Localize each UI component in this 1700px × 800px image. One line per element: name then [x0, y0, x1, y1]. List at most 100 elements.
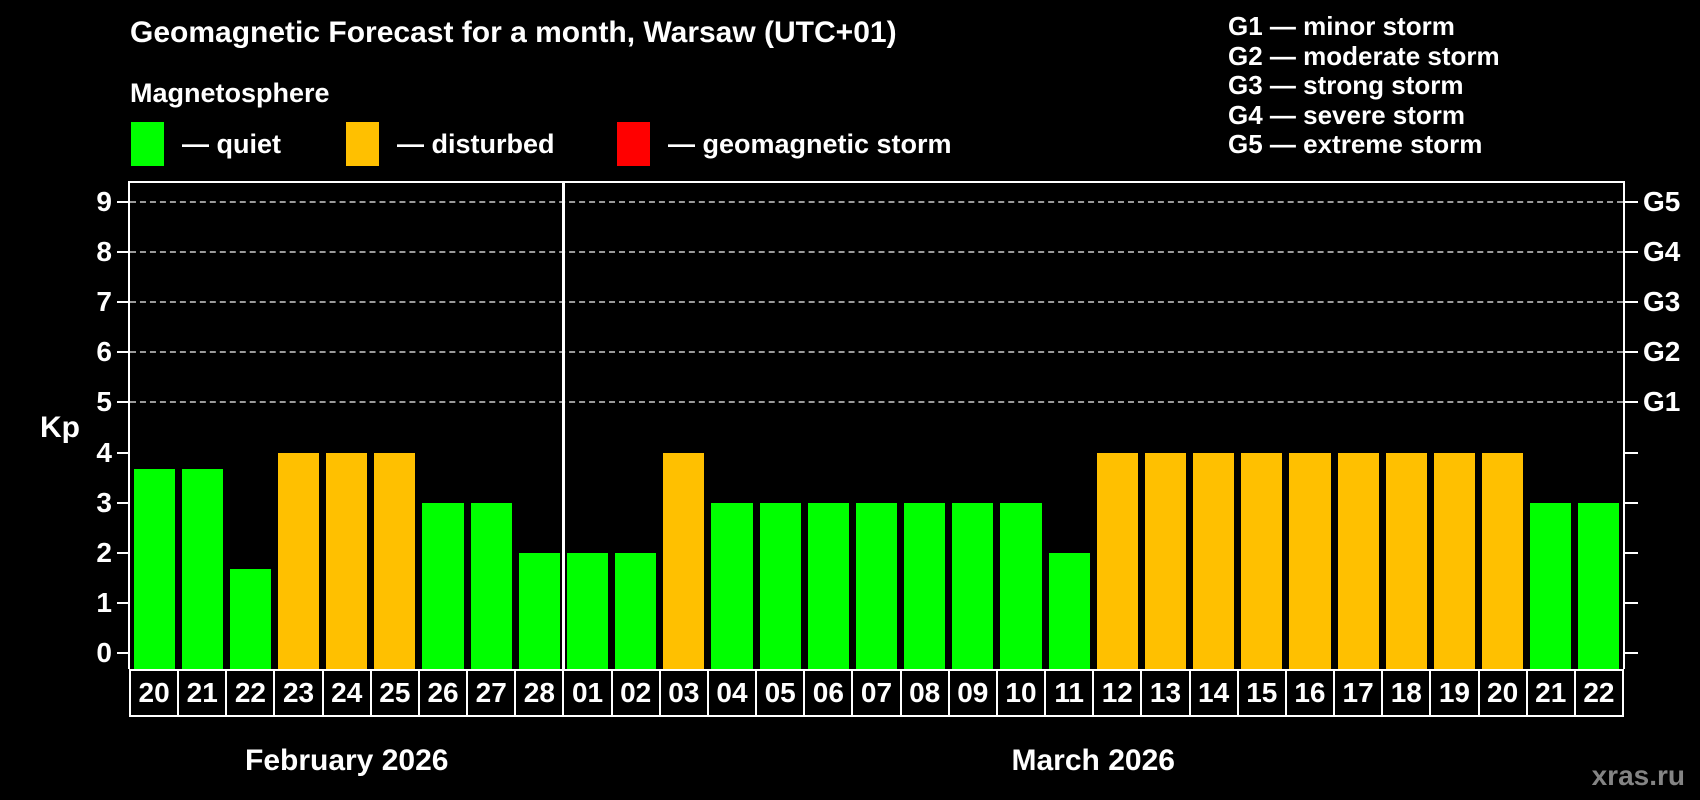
right-axis-tick-6	[1625, 351, 1638, 354]
quiet-color-swatch	[131, 122, 164, 166]
gridline-kp-8	[130, 251, 1623, 254]
g2-legend-line: G2 — moderate storm	[1228, 40, 1500, 71]
kp-bar-day-19	[1433, 452, 1475, 669]
kp-bar-day-15	[1241, 452, 1283, 669]
right-axis-tick-7	[1625, 301, 1638, 304]
kp-bar-day-24	[326, 452, 368, 669]
day-label-box: 10	[995, 669, 1047, 717]
day-label-box: 11	[1044, 669, 1095, 717]
kp-bar-day-12	[1096, 452, 1138, 669]
disturbed-color-swatch	[346, 122, 379, 166]
magnetosphere-legend-title: Magnetosphere	[130, 78, 330, 108]
day-label-box: 16	[1284, 669, 1336, 717]
month-separator-line	[561, 183, 565, 669]
month-label-march: March 2026	[1011, 744, 1175, 777]
day-label-box: 21	[177, 669, 228, 717]
g1-legend-line: G1 — minor storm	[1228, 11, 1455, 41]
y-axis-tick-0	[117, 652, 130, 654]
kp-bar-day-21	[181, 469, 223, 669]
y-axis-label-5: 5	[96, 386, 112, 418]
kp-bar-day-26	[422, 502, 464, 669]
right-axis-label-G3: G3	[1643, 286, 1681, 318]
kp-bar-day-03	[663, 452, 705, 669]
day-label-box: 07	[851, 669, 902, 717]
day-label-box: 17	[1333, 669, 1384, 717]
g3-legend-line: G3 — strong storm	[1228, 70, 1464, 101]
x-axis-day-labels: 20 21 22 23 24 25 26 27 28 01 02 03 04 05 06 07 08 09 10 11…	[129, 669, 1624, 717]
day-label-box: 14	[1188, 669, 1239, 717]
kp-bar-day-23	[277, 452, 320, 669]
kp-bar-day-01	[566, 552, 609, 669]
quiet-legend-label: — quiet	[182, 128, 281, 159]
y-axis-tick-4	[117, 451, 130, 454]
right-axis-label-G1: G1	[1643, 386, 1681, 418]
day-label-box: 26	[417, 669, 469, 717]
day-label-box: 20	[129, 669, 180, 717]
page-title: Geomagnetic Forecast for a month, Warsaw…	[130, 16, 897, 49]
day-label-box: 24	[321, 669, 372, 717]
right-axis-tick-1	[1625, 601, 1638, 604]
y-axis-tick-5	[117, 401, 130, 404]
day-label-box: 01	[562, 669, 613, 717]
y-axis-tick-3	[117, 501, 130, 504]
gridline-kp-7	[130, 301, 1623, 304]
kp-bar-day-20	[133, 469, 175, 669]
day-label-box: 22	[1573, 669, 1624, 717]
disturbed-legend-label: — disturbed	[397, 128, 555, 159]
right-axis-tick-2	[1625, 551, 1638, 554]
y-axis-label-2: 2	[96, 536, 112, 568]
storm-legend-label: — geomagnetic storm	[668, 128, 952, 159]
kp-bar-day-25	[374, 452, 416, 669]
day-label-box: 05	[755, 669, 806, 717]
day-label-box: 06	[803, 669, 854, 717]
plot-area: 0 1 2 3 4 5 6 7 8 9 G1 G2 G3 G4 G5 Kp	[40, 183, 1680, 669]
day-label-box: 08	[899, 669, 950, 717]
day-label-box: 25	[369, 669, 420, 717]
kp-bar-day-17	[1337, 452, 1379, 669]
kp-bar-day-27	[470, 502, 512, 669]
day-label-box: 12	[1092, 669, 1143, 717]
right-axis-label-G2: G2	[1643, 336, 1681, 368]
day-label-box: 13	[1140, 669, 1191, 717]
y-axis-label-8: 8	[96, 236, 112, 268]
legend-item-storm: — geomagnetic storm	[617, 121, 952, 167]
g-scale-legend: G1 — minor storm G2 — moderate storm G3 …	[1228, 11, 1500, 160]
right-axis-tick-0	[1625, 652, 1638, 654]
y-axis-label-6: 6	[96, 336, 112, 368]
y-axis-label-1: 1	[96, 586, 112, 618]
legend-item-disturbed: — disturbed	[346, 121, 555, 167]
day-label-box: 22	[225, 669, 276, 717]
kp-bar-day-02	[615, 552, 657, 669]
kp-bar-day-08	[904, 502, 946, 669]
kp-bar-day-18	[1385, 452, 1427, 669]
day-label-box: 20	[1477, 669, 1528, 717]
watermark: xras.ru	[1591, 760, 1685, 791]
day-label-box: 09	[947, 669, 998, 717]
y-axis-tick-6	[117, 351, 130, 354]
y-axis-tick-7	[117, 301, 130, 304]
kp-bar-day-09	[952, 502, 994, 669]
y-axis-tick-8	[117, 251, 130, 254]
month-label-february: February 2026	[244, 744, 449, 777]
right-axis-tick-9	[1625, 201, 1638, 203]
g4-legend-line: G4 — severe storm	[1228, 99, 1466, 130]
kp-bar-day-21	[1530, 502, 1572, 669]
day-label-box: 27	[466, 669, 517, 717]
legend-item-quiet: — quiet	[131, 121, 281, 167]
kp-bar-day-05	[759, 502, 801, 669]
kp-bar-day-14	[1193, 452, 1235, 669]
y-axis-title: Kp	[40, 410, 80, 444]
right-axis-label-G4: G4	[1643, 236, 1681, 268]
kp-bar-day-10	[1000, 502, 1042, 669]
day-label-box: 18	[1381, 669, 1432, 717]
kp-bar-day-11	[1048, 552, 1090, 669]
kp-bar-day-28	[518, 552, 560, 669]
day-label-box: 28	[514, 669, 565, 717]
gridline-kp-5	[130, 401, 1623, 404]
kp-bar-day-07	[855, 502, 898, 669]
right-axis-tick-8	[1625, 251, 1638, 254]
gridline-kp-6	[130, 351, 1623, 354]
day-label-box: 03	[658, 669, 709, 717]
day-label-box: 21	[1525, 669, 1576, 717]
